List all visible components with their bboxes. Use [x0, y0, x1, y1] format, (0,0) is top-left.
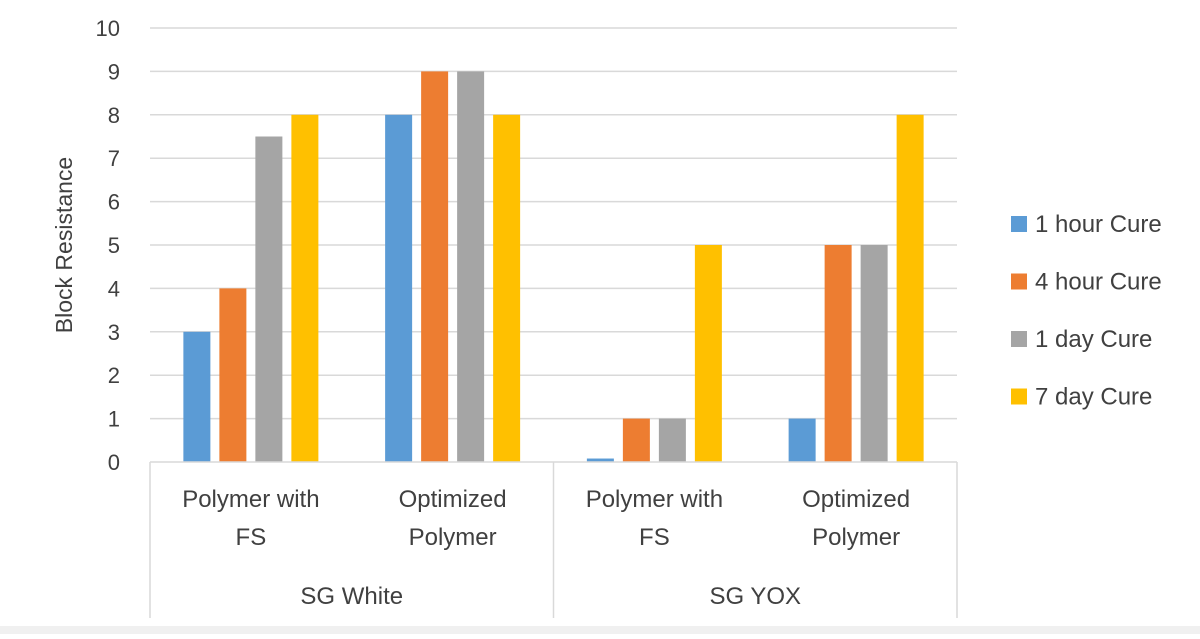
bar-1-day-cure: [255, 136, 283, 462]
bar-7-day-cure: [493, 114, 521, 463]
y-tick-label: 5: [108, 233, 120, 258]
category-label: Polymer: [409, 524, 497, 551]
axes: [149, 461, 958, 618]
legend-swatch: [1011, 216, 1027, 232]
group-label: SG White: [300, 583, 403, 610]
legend-swatch: [1011, 388, 1027, 405]
legend: 1 hour Cure 4 hour Cure 1 day Cure 7 day Cu…: [1011, 211, 1162, 411]
y-tick-label: 9: [108, 59, 120, 84]
category-label: Polymer with: [586, 486, 723, 513]
y-tick-label: 3: [108, 320, 120, 345]
bar-4-hour-cure: [622, 418, 650, 462]
bar-7-day-cure: [291, 114, 319, 463]
y-tick-label: 6: [108, 190, 120, 215]
bar-1-day-cure: [658, 418, 686, 462]
bar-4-hour-cure: [219, 288, 247, 462]
legend-swatch: [1011, 331, 1027, 347]
category-label: FS: [236, 524, 267, 551]
category-label: Optimized: [802, 486, 910, 513]
category-label: Polymer: [812, 524, 900, 551]
category-label: FS: [639, 524, 670, 551]
bar-1-hour-cure: [385, 114, 413, 463]
bar-1-hour-cure: [788, 418, 816, 462]
bottom-strip: [0, 626, 1200, 634]
bar-7-day-cure: [694, 245, 722, 462]
legend-label: 7 day Cure: [1035, 384, 1152, 411]
bar-1-hour-cure: [586, 458, 614, 462]
legend-label: 1 hour Cure: [1035, 211, 1162, 238]
axis-labels: 0 1 2 3 4 5 6 7 8 9 10 Polymer with FS Optimized Polym…: [96, 16, 911, 610]
bar-1-hour-cure: [183, 331, 211, 462]
bar-1-day-cure: [457, 71, 485, 463]
bar-4-hour-cure: [824, 245, 852, 462]
gridlines: [150, 27, 957, 420]
category-label: Polymer with: [182, 486, 319, 513]
bar-7-day-cure: [896, 114, 924, 463]
bar-4-hour-cure: [421, 71, 449, 463]
legend-swatch: [1011, 273, 1027, 290]
y-tick-label: 4: [108, 276, 120, 301]
category-label: Optimized: [399, 486, 507, 513]
y-tick-label: 10: [96, 16, 120, 41]
y-tick-label: 8: [108, 103, 120, 128]
legend-label: 4 hour Cure: [1035, 269, 1162, 296]
y-tick-label: 2: [108, 363, 120, 388]
bars: [183, 71, 924, 463]
y-tick-label: 0: [108, 450, 120, 475]
y-tick-label: 1: [108, 407, 120, 432]
bar-1-day-cure: [860, 245, 888, 462]
y-tick-label: 7: [108, 146, 120, 171]
y-axis-title: Block Resistance: [51, 157, 77, 333]
group-label: SG YOX: [709, 583, 801, 610]
legend-label: 1 day Cure: [1035, 326, 1152, 353]
